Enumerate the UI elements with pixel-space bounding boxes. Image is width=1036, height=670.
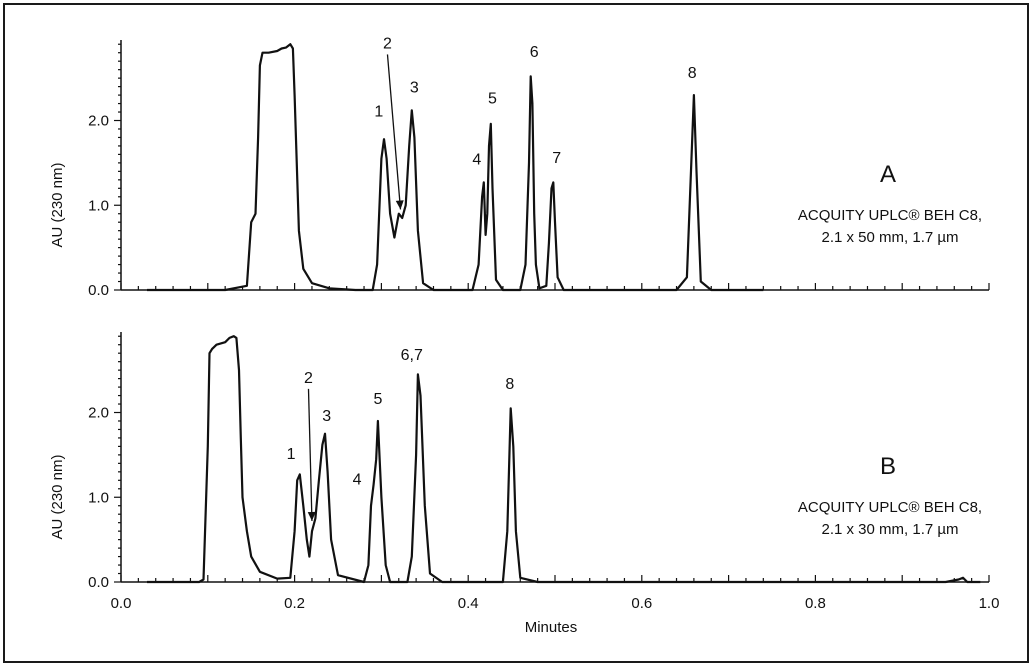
y-tick-label: 0.0: [88, 282, 109, 299]
peak-label: 1: [374, 103, 383, 120]
peak-label: 2: [383, 35, 392, 52]
x-tick-label: 0.4: [458, 595, 479, 612]
y-tick-label: 2.0: [88, 405, 109, 422]
peak-label: 8: [688, 65, 697, 82]
peak-label: 6,7: [401, 347, 423, 364]
arrow-head: [395, 200, 404, 210]
chromatogram-trace: [147, 335, 981, 584]
y-tick-label: 1.0: [88, 197, 109, 214]
x-tick-label: 0.8: [805, 595, 826, 612]
peak-label: 4: [472, 152, 481, 169]
column-description: 2.1 x 50 mm, 1.7 µm: [821, 229, 958, 246]
panel-letter: B: [880, 453, 896, 480]
x-tick-label: 0.0: [111, 595, 132, 612]
peak-label: 3: [410, 80, 419, 97]
panel-b: 0.0 1.0 2.0 0.0 0.2 0.4 0.6 0.8 1.0 Minutes AU (23…: [49, 332, 999, 636]
column-description: 2.1 x 30 mm, 1.7 µm: [821, 521, 958, 538]
y-axis-title: AU (230 nm): [49, 454, 66, 539]
peak-label: 8: [505, 376, 514, 393]
peak-label: 5: [373, 391, 382, 408]
y-axis-title: AU (230 nm): [49, 162, 66, 247]
peak-arrow: [307, 388, 313, 522]
column-description: ACQUITY UPLC® BEH C8,: [798, 207, 982, 224]
peak-arrow: [386, 54, 402, 210]
figure-frame: [3, 3, 1029, 663]
arrow-head: [307, 511, 316, 521]
y-tick-label: 2.0: [88, 113, 109, 130]
peak-label: 5: [488, 91, 497, 108]
peak-label: 6: [530, 44, 539, 61]
peak-label: 4: [353, 472, 362, 489]
x-tick-label: 0.6: [631, 595, 652, 612]
x-axis-title: Minutes: [525, 619, 578, 636]
peak-label: 7: [552, 150, 561, 167]
peak-label: 1: [287, 446, 296, 463]
x-tick-label: 1.0: [979, 595, 1000, 612]
chromatogram-trace: [147, 43, 764, 292]
y-tick-label: 1.0: [88, 489, 109, 506]
panel-letter: A: [880, 161, 896, 188]
peak-label: 3: [322, 408, 331, 425]
column-description: ACQUITY UPLC® BEH C8,: [798, 499, 982, 516]
peak-label: 2: [304, 370, 313, 387]
x-tick-label: 0.2: [284, 595, 305, 612]
panel-a: 0.0 1.0 2.0 AU (230 nm) 1 2 3 4 5 6 7 8 A ACQUITY UPL…: [49, 35, 990, 299]
y-tick-label: 0.0: [88, 574, 109, 591]
